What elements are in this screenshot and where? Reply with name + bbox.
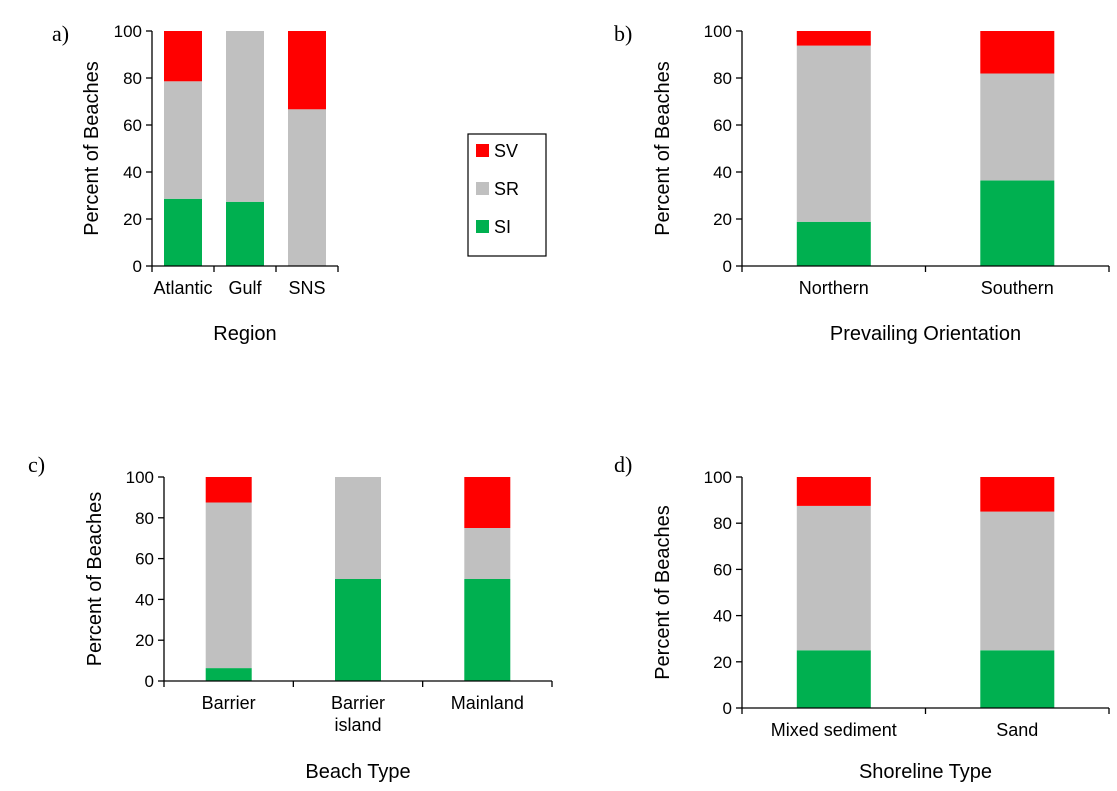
y-tick-label: 40 [135, 590, 154, 609]
bar-sr-0 [796, 505, 871, 651]
bar-si-0 [164, 198, 202, 266]
legend-label-si: SI [494, 217, 511, 237]
y-axis-title: Percent of Beaches [84, 492, 106, 667]
bar-sv-0 [796, 31, 871, 46]
bar-si-0 [796, 650, 871, 709]
chart-panel-a: a) 0 20 40 60 80 100 Atlantic Gulf SNS Region Perce… [52, 21, 339, 345]
panel-label: c) [28, 452, 45, 477]
legend-swatch-si [476, 220, 489, 233]
category-label: Gulf [228, 278, 262, 298]
y-tick-label: 80 [713, 69, 732, 88]
bar-si-1 [335, 579, 381, 681]
bar-si-1 [226, 201, 264, 266]
y-axis-title: Percent of Beaches [652, 61, 674, 236]
y-tick-label: 40 [713, 163, 732, 182]
y-tick-label: 60 [713, 560, 732, 579]
category-label: Southern [981, 278, 1054, 298]
chart-panel-d: d) 0 20 40 60 80 100 Mixed sediment Sand Shorelin… [614, 452, 1110, 783]
panel-label: b) [614, 21, 632, 46]
bar-sr-1 [980, 511, 1055, 651]
bar-sr-2 [464, 528, 511, 579]
y-tick-label: 60 [123, 116, 142, 135]
y-tick-label: 80 [123, 69, 142, 88]
y-tick-label: 100 [126, 468, 154, 487]
y-tick-label: 20 [713, 210, 732, 229]
panel-label: a) [52, 21, 69, 46]
bar-sr-1 [335, 477, 381, 579]
y-tick-label: 20 [123, 210, 142, 229]
bar-sr-0 [164, 81, 202, 199]
y-tick-label: 100 [704, 468, 732, 487]
y-tick-label: 20 [135, 631, 154, 650]
y-tick-label: 40 [123, 163, 142, 182]
category-label: Barrier [331, 693, 385, 713]
y-tick-label: 80 [135, 509, 154, 528]
legend: SV SR SI [467, 133, 547, 257]
category-label: Atlantic [153, 278, 212, 298]
category-label: island [334, 715, 381, 735]
bar-sr-0 [796, 45, 871, 222]
category-label: SNS [288, 278, 325, 298]
category-label: Mainland [451, 693, 524, 713]
bar-sr-1 [980, 73, 1055, 181]
panel-label: d) [614, 452, 632, 477]
category-label: Northern [799, 278, 869, 298]
legend-swatch-sr [476, 182, 489, 195]
legend-label-sr: SR [494, 179, 519, 199]
bar-sv-2 [464, 477, 511, 528]
bar-sv-2 [288, 31, 326, 110]
y-tick-label: 0 [723, 699, 732, 718]
y-tick-label: 60 [135, 550, 154, 569]
y-axis-title: Percent of Beaches [81, 61, 103, 236]
y-tick-label: 100 [704, 22, 732, 41]
bar-sv-0 [205, 477, 252, 503]
x-axis-title: Prevailing Orientation [830, 323, 1021, 345]
bar-sv-1 [980, 477, 1055, 512]
legend-swatch-sv [476, 144, 489, 157]
bar-sv-0 [164, 31, 202, 82]
x-axis-title: Beach Type [305, 761, 410, 783]
chart-panel-b: b) 0 20 40 60 80 100 Northern Southern Prevailing… [614, 21, 1110, 345]
y-tick-label: 60 [713, 116, 732, 135]
category-label: Sand [996, 720, 1038, 740]
bar-si-1 [980, 180, 1055, 266]
y-tick-label: 0 [133, 257, 142, 276]
x-axis-title: Region [213, 323, 276, 345]
bar-si-2 [464, 579, 511, 681]
category-label: Mixed sediment [771, 720, 897, 740]
bar-si-0 [796, 221, 871, 266]
legend-label-sv: SV [494, 141, 518, 161]
bar-sr-1 [226, 31, 264, 202]
y-tick-label: 20 [713, 653, 732, 672]
x-axis-title: Shoreline Type [859, 761, 992, 783]
bar-si-1 [980, 650, 1055, 709]
y-tick-label: 40 [713, 607, 732, 626]
y-tick-label: 0 [145, 672, 154, 691]
y-tick-label: 100 [114, 22, 142, 41]
bar-sv-0 [796, 477, 871, 506]
y-tick-label: 0 [723, 257, 732, 276]
bar-sv-1 [980, 31, 1055, 74]
y-tick-label: 80 [713, 514, 732, 533]
bar-sr-2 [288, 109, 326, 266]
y-axis-title: Percent of Beaches [652, 505, 674, 680]
bar-si-0 [205, 668, 252, 681]
category-label: Barrier [202, 693, 256, 713]
bar-sr-0 [205, 502, 252, 669]
